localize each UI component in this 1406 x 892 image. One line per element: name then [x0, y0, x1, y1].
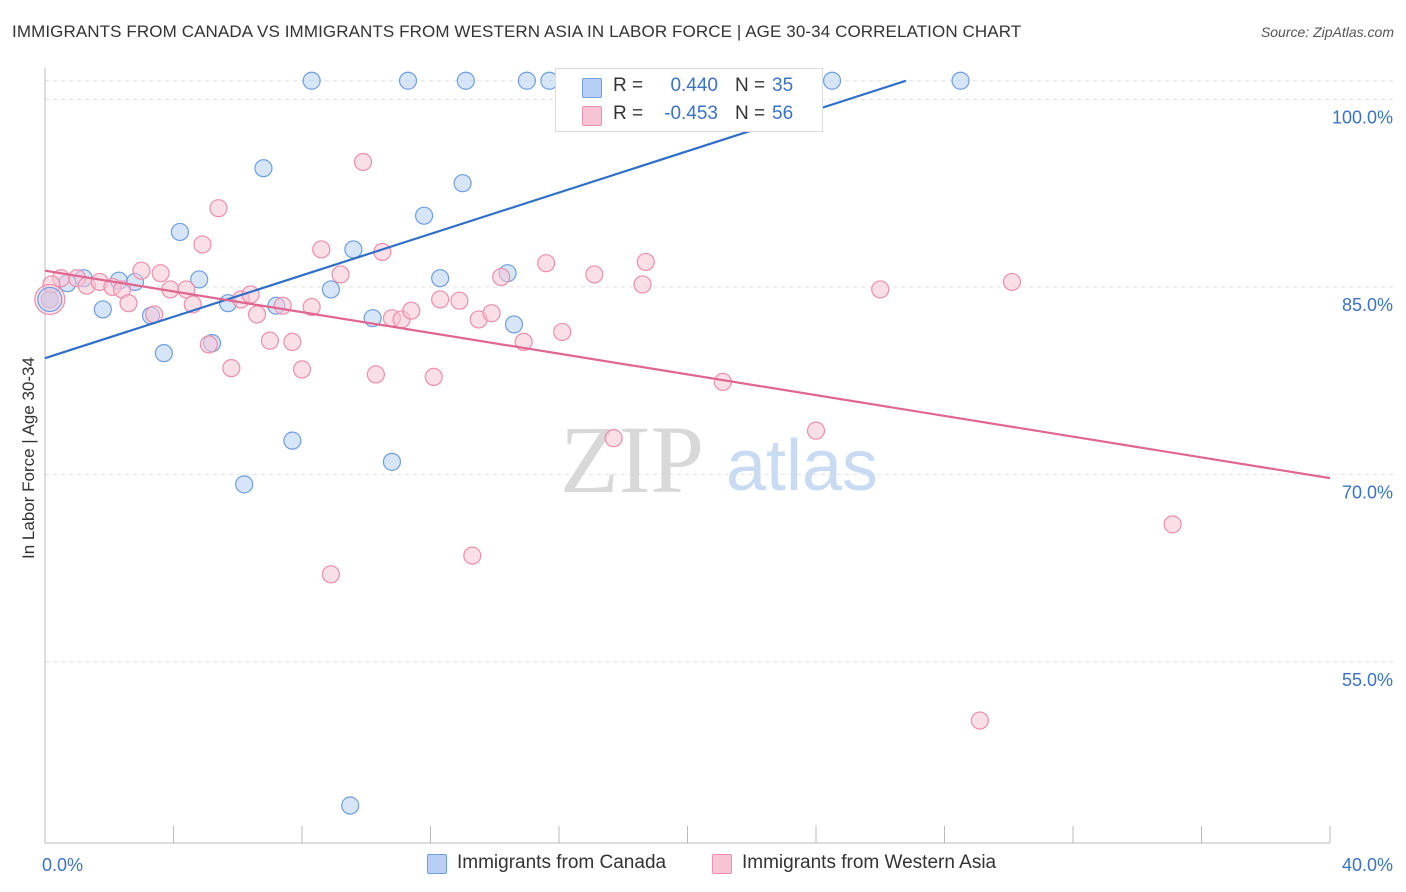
canada-point-large — [37, 286, 63, 313]
western-asia-point — [633, 275, 652, 294]
canada-point — [93, 300, 112, 319]
canada-point — [382, 452, 402, 471]
western-asia-point — [331, 265, 350, 284]
western-asia-point — [353, 152, 373, 172]
y-tick-label: 70.0% — [1342, 482, 1393, 502]
canada-point — [235, 475, 254, 494]
western-asia-point — [537, 254, 556, 273]
canada-point — [283, 431, 302, 450]
western-asia-point — [492, 267, 511, 287]
watermark-zip: ZIP — [560, 406, 704, 513]
western-asia-point — [402, 301, 421, 320]
series-legend: Immigrants from Canada Immigrants from W… — [0, 852, 1406, 878]
western-asia-point — [806, 421, 826, 440]
western-asia-point — [1002, 272, 1022, 292]
canada-point — [951, 71, 970, 90]
y-axis-label: In Labor Force | Age 30-34 — [19, 357, 38, 559]
legend-row-canada: R = 0.440 N = 35 — [556, 73, 822, 101]
western-asia-point — [604, 429, 623, 448]
western-asia-point — [247, 305, 267, 324]
series-swatch-canada — [427, 854, 447, 874]
legend-n-label: N = — [735, 75, 766, 96]
canada-point — [154, 344, 173, 363]
western-asia-point — [482, 304, 501, 323]
canada-point — [190, 270, 209, 289]
points-layer — [34, 71, 1182, 815]
legend-n-value-western-asia: 56 — [772, 103, 794, 124]
western-asia-trend-line — [44, 269, 1331, 480]
western-asia-point-large — [34, 283, 66, 316]
correlation-legend: R = 0.440 N = 35 R = -0.453 N = 56 — [555, 68, 823, 132]
legend-n-value-canada: 35 — [772, 75, 794, 96]
canada-point — [254, 159, 273, 178]
western-asia-point — [302, 297, 321, 317]
canada-point — [170, 222, 190, 242]
western-asia-point — [424, 367, 443, 386]
western-asia-point — [970, 711, 989, 730]
western-asia-point — [463, 546, 482, 565]
legend-swatch-western-asia — [582, 106, 602, 126]
western-asia-point — [1163, 515, 1182, 534]
y-tick-label: 55.0% — [1342, 670, 1393, 690]
canada-point — [504, 315, 524, 334]
western-asia-point — [283, 332, 302, 352]
canada-point — [822, 71, 842, 90]
x-tick-label-max: 40.0% — [1342, 855, 1393, 875]
axis-layer: 55.0% 70.0% 85.0% 100.0% 0.0% 40.0% — [42, 68, 1393, 875]
canada-point — [456, 71, 475, 90]
canada-point — [414, 206, 434, 225]
western-asia-point — [132, 261, 151, 280]
western-asia-point — [151, 264, 170, 283]
western-asia-point — [450, 291, 469, 310]
series-label-canada: Immigrants from Canada — [457, 852, 667, 873]
canada-point — [341, 796, 360, 815]
western-asia-point — [585, 265, 604, 284]
series-label-western-asia: Immigrants from Western Asia — [742, 852, 997, 873]
western-asia-point — [119, 294, 138, 313]
y-tick-label: 100.0% — [1332, 107, 1393, 127]
western-asia-point — [553, 322, 572, 342]
western-asia-point — [431, 290, 450, 309]
legend-r-value-western-asia: -0.453 — [664, 103, 718, 124]
x-tick-label-min: 0.0% — [42, 855, 83, 875]
canada-point — [431, 269, 450, 288]
chart-title: IMMIGRANTS FROM CANADA VS IMMIGRANTS FRO… — [12, 22, 1022, 41]
western-asia-point — [871, 280, 890, 299]
legend-r-label: R = — [613, 103, 644, 124]
canada-point — [453, 174, 472, 193]
western-asia-point — [273, 296, 292, 315]
western-asia-point — [193, 235, 212, 254]
western-asia-point — [312, 240, 331, 259]
western-asia-point — [199, 335, 218, 354]
legend-row-western-asia: R = -0.453 N = 56 — [556, 101, 822, 129]
western-asia-point — [292, 360, 312, 379]
source-credit: Source: ZipAtlas.com — [1260, 24, 1394, 40]
canada-point — [321, 280, 341, 299]
watermark-atlas: atlas — [726, 426, 878, 506]
series-swatch-western-asia — [712, 854, 732, 874]
y-tick-label: 85.0% — [1342, 295, 1393, 315]
legend-n-label: N = — [735, 103, 766, 124]
grid-layer — [45, 80, 1395, 663]
western-asia-point — [321, 565, 341, 584]
canada-point — [302, 71, 321, 90]
legend-swatch-canada — [582, 78, 602, 98]
legend-r-label: R = — [613, 75, 644, 96]
canada-point — [517, 71, 536, 90]
western-asia-point — [260, 331, 279, 350]
western-asia-point — [222, 359, 241, 378]
western-asia-point — [366, 365, 385, 384]
canada-point — [344, 240, 363, 259]
canada-point — [398, 71, 418, 90]
legend-r-value-canada: 0.440 — [670, 75, 718, 96]
western-asia-point — [209, 199, 228, 218]
western-asia-point — [636, 252, 655, 272]
